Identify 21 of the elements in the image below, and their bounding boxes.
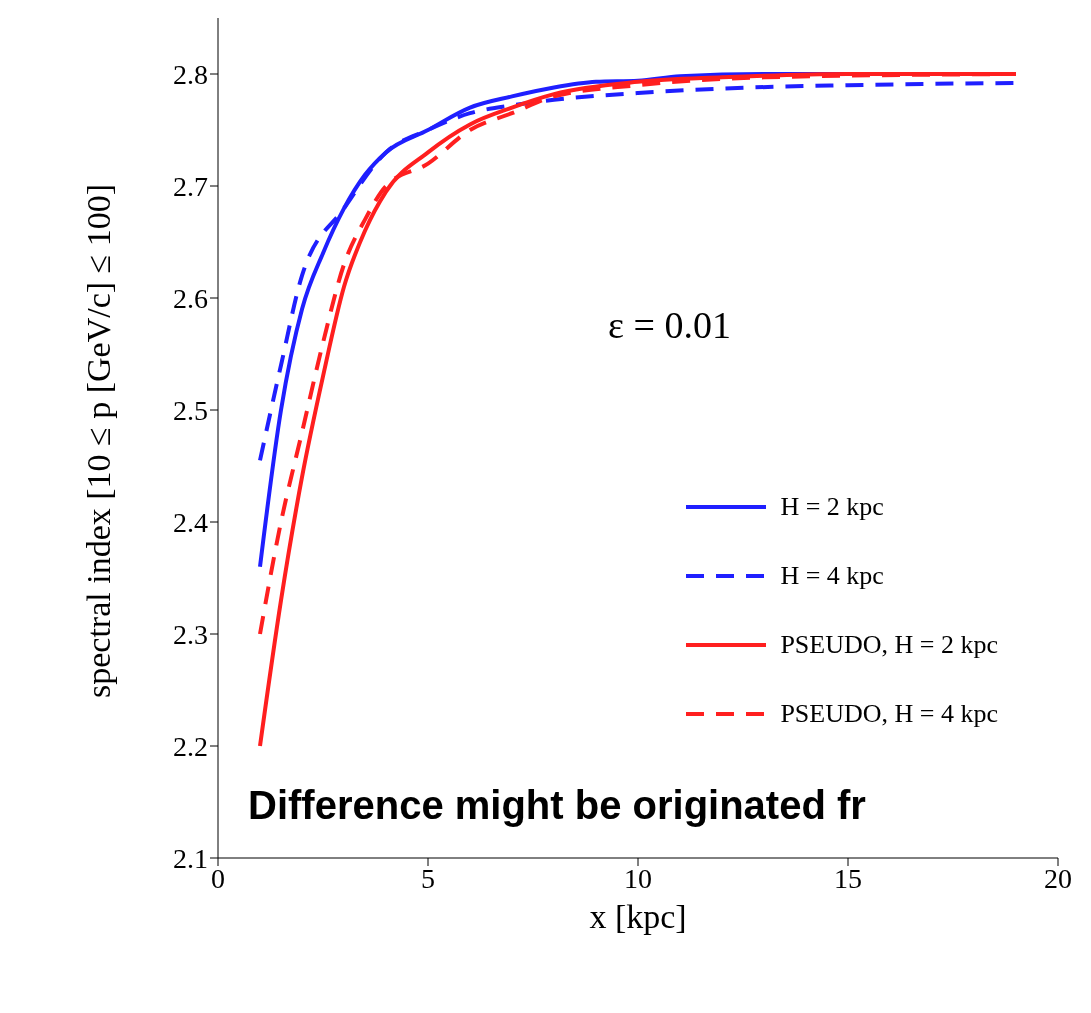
legend-label: H = 2 kpc	[780, 491, 884, 522]
y-tick-label: 2.4	[173, 506, 208, 538]
legend-label: PSEUDO, H = 4 kpc	[780, 698, 998, 729]
x-tick-label: 10	[624, 862, 652, 894]
annotation: ε = 0.01	[608, 303, 731, 347]
x-tick-label: 0	[211, 862, 225, 894]
y-tick-label: 2.6	[173, 282, 208, 314]
y-axis-title: spectral index [10 ≤ p [GeV/c] ≤ 100]	[80, 183, 118, 698]
x-tick-label: 5	[421, 862, 435, 894]
y-tick-label: 2.3	[173, 618, 208, 650]
y-tick-label: 2.1	[173, 842, 208, 874]
y-tick-label: 2.5	[173, 394, 208, 426]
x-tick-label: 15	[834, 862, 862, 894]
annotation: Difference might be originated fr	[248, 783, 866, 828]
legend-label: PSEUDO, H = 2 kpc	[780, 629, 998, 660]
x-tick-label: 20	[1044, 862, 1072, 894]
y-tick-label: 2.2	[173, 730, 208, 762]
y-tick-label: 2.7	[173, 170, 208, 202]
legend-label: H = 4 kpc	[780, 560, 884, 591]
y-tick-label: 2.8	[173, 58, 208, 90]
x-axis-title: x [kpc]	[589, 898, 687, 935]
